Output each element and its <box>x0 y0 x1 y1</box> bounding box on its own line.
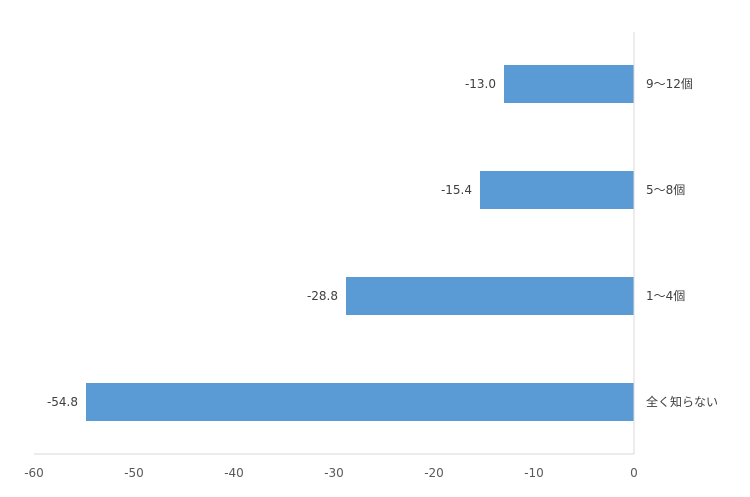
bars-group <box>86 65 634 421</box>
x-tick-label: -20 <box>424 466 444 480</box>
x-tick-label: -30 <box>324 466 344 480</box>
bar <box>346 277 634 315</box>
category-label: 5〜8個 <box>646 183 685 197</box>
x-tick-label: 0 <box>630 466 638 480</box>
data-label: -54.8 <box>47 395 78 409</box>
category-label: 1〜4個 <box>646 289 685 303</box>
bar <box>504 65 634 103</box>
data-label: -15.4 <box>441 183 472 197</box>
category-label: 9〜12個 <box>646 77 693 91</box>
data-label: -13.0 <box>465 77 496 91</box>
category-label: 全く知らない <box>646 394 718 409</box>
bar <box>480 171 634 209</box>
data-label: -28.8 <box>307 289 338 303</box>
x-tick-label: -10 <box>524 466 544 480</box>
bar <box>86 383 634 421</box>
x-tick-label: -50 <box>124 466 144 480</box>
x-tick-label: -40 <box>224 466 244 480</box>
x-tick-labels-group: -60 -50 -40 -30 -20 -10 0 <box>24 466 638 480</box>
data-labels-group: -13.0 -15.4 -28.8 -54.8 <box>47 77 496 409</box>
x-tick-label: -60 <box>24 466 44 480</box>
